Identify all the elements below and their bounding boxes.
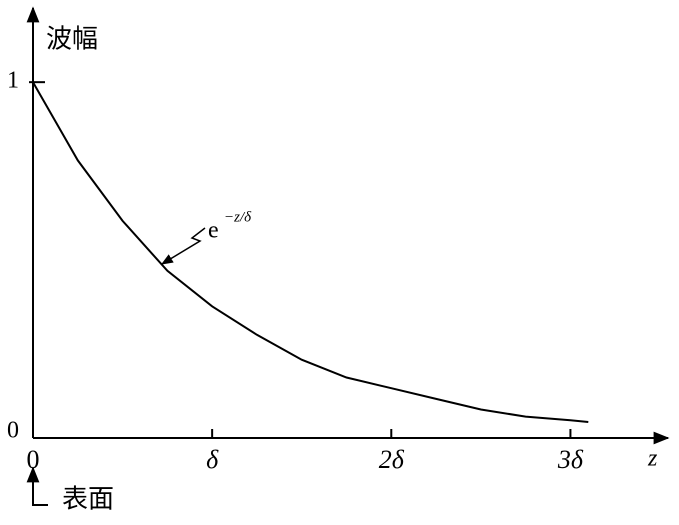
curve: [32, 81, 589, 423]
x-tick-label: 3δ: [557, 445, 584, 474]
surface-pointer: [32, 482, 48, 506]
x-tick-label: 2δ: [379, 445, 405, 474]
annotation: e: [208, 218, 219, 244]
x-axis-label: z: [647, 446, 658, 472]
x-tick-label: 0: [27, 445, 40, 474]
y-tick-label: 1: [7, 68, 19, 94]
y-tick-label: 0: [7, 418, 19, 444]
annotation-superscript: −z/δ: [224, 209, 252, 225]
surface-label: 表面: [62, 485, 114, 515]
annotation-pointer: [160, 227, 206, 265]
y-axis-label: 波幅: [46, 25, 98, 55]
x-tick-label: δ: [206, 445, 219, 474]
